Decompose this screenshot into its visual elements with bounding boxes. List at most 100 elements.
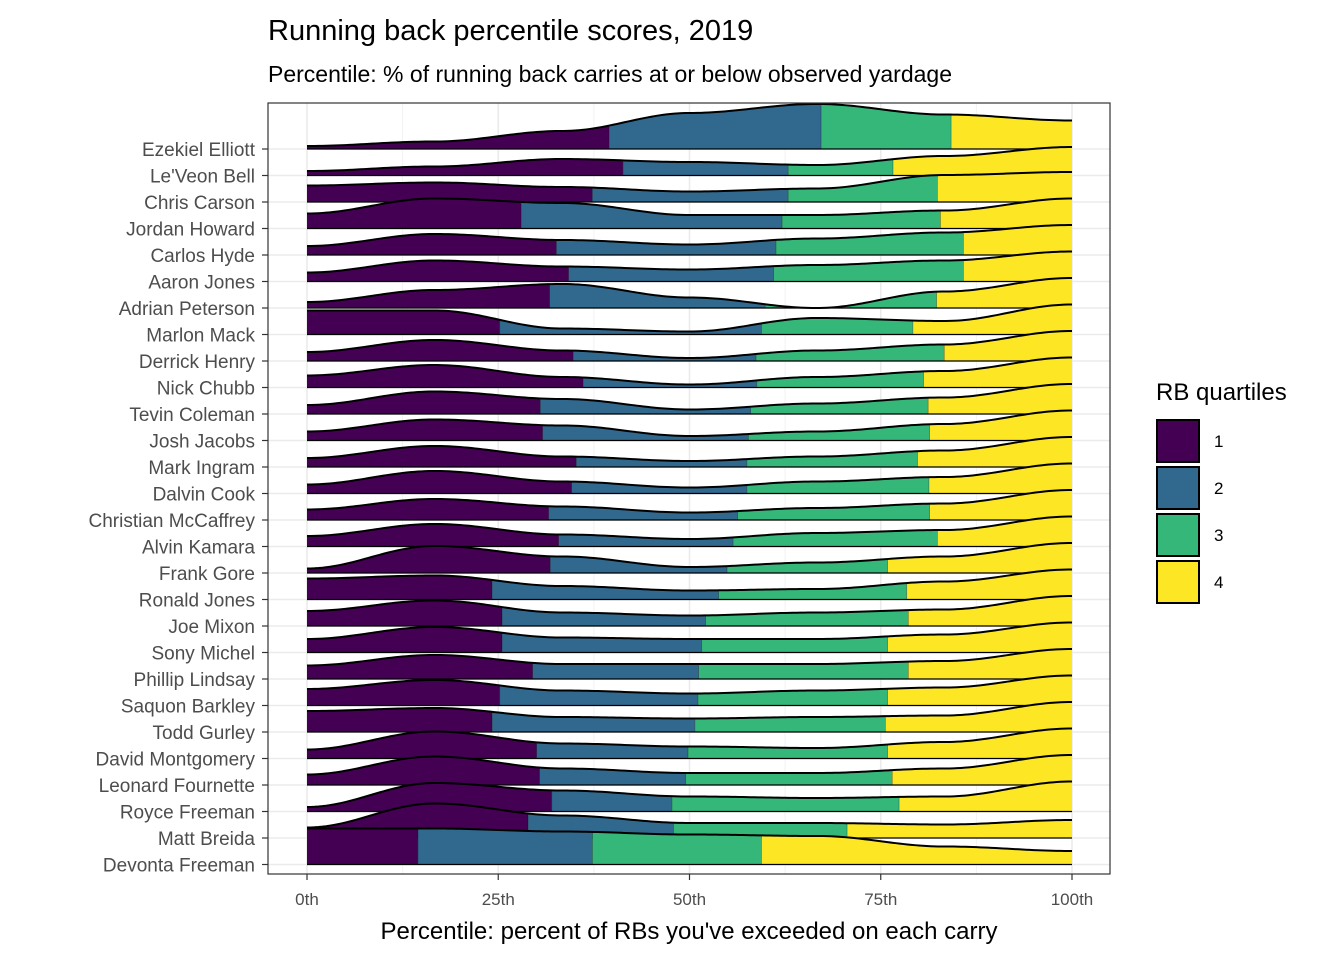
y-tick-label: Todd Gurley bbox=[153, 723, 256, 744]
quartile-3-segment bbox=[592, 831, 762, 865]
quartile-4-segment bbox=[899, 781, 1072, 812]
quartile-1-segment bbox=[307, 731, 537, 759]
quartile-1-segment bbox=[307, 546, 551, 573]
y-tick-label: Christian McCaffrey bbox=[89, 511, 256, 532]
ridge-outline bbox=[306, 436, 1073, 463]
ridge-outline bbox=[306, 224, 1073, 247]
y-tick-label: Derrick Henry bbox=[139, 352, 256, 373]
ridge bbox=[306, 146, 1073, 177]
y-tick-label: Josh Jacobs bbox=[149, 432, 255, 453]
quartile-2-segment bbox=[502, 607, 706, 626]
quartile-1-segment bbox=[307, 234, 557, 255]
ridge bbox=[306, 462, 1073, 495]
ridge-outline bbox=[306, 542, 1073, 570]
y-tick-label: Ezekiel Elliott bbox=[142, 140, 256, 161]
ridge bbox=[306, 701, 1073, 733]
ridge bbox=[306, 515, 1073, 548]
quartile-1-segment bbox=[307, 828, 418, 865]
quartile-1-segment bbox=[307, 159, 623, 176]
y-tick-label: Tevin Coleman bbox=[129, 405, 255, 426]
quartile-3-segment bbox=[737, 503, 930, 520]
quartile-4-segment bbox=[912, 304, 1072, 335]
ridge-outline bbox=[306, 701, 1073, 720]
y-tick-label: Leonard Fournette bbox=[99, 776, 255, 797]
legend-label: 2 bbox=[1214, 479, 1223, 498]
ridge bbox=[306, 727, 1073, 760]
y-tick-label: Alvin Kamara bbox=[142, 538, 255, 559]
quartile-1-segment bbox=[307, 391, 541, 414]
quartile-1-segment bbox=[307, 783, 552, 812]
ridge-outline bbox=[306, 568, 1073, 592]
ridge bbox=[306, 250, 1073, 283]
legend-swatch bbox=[1156, 419, 1200, 463]
y-tick-label: Frank Gore bbox=[159, 564, 255, 585]
legend-swatch bbox=[1156, 466, 1200, 510]
ridge-outline bbox=[307, 827, 1073, 852]
quartile-2-segment bbox=[568, 266, 774, 282]
y-tick-label: Matt Breida bbox=[158, 829, 256, 850]
quartile-1-segment bbox=[307, 680, 500, 706]
y-tick-label: Phillip Lindsay bbox=[134, 670, 256, 691]
quartile-1-segment bbox=[307, 756, 540, 785]
quartile-3-segment bbox=[765, 291, 937, 308]
quartile-4-segment bbox=[887, 675, 1072, 706]
ridge-outline bbox=[306, 674, 1073, 695]
x-tick-label: 0th bbox=[295, 890, 319, 909]
legend-label: 4 bbox=[1214, 573, 1223, 592]
ridge bbox=[306, 648, 1073, 680]
legend-title: RB quartiles bbox=[1156, 379, 1287, 406]
quartile-4-segment bbox=[885, 702, 1072, 732]
ridge bbox=[306, 674, 1073, 707]
quartile-1-segment bbox=[307, 627, 503, 653]
quartile-2-segment bbox=[548, 506, 738, 520]
ridge bbox=[306, 224, 1073, 256]
x-axis: 0th 25th 50th 75th 100th bbox=[295, 874, 1093, 909]
quartile-2-segment bbox=[558, 534, 734, 547]
ridge-outline bbox=[307, 303, 1073, 333]
ridge bbox=[306, 409, 1073, 442]
quartile-3-segment bbox=[788, 159, 893, 176]
ridge-outline bbox=[306, 197, 1073, 216]
quartile-2-segment bbox=[492, 579, 719, 600]
y-axis: Ezekiel Elliott Le'Veon Bell Chris Carson J… bbox=[89, 140, 268, 877]
ridge bbox=[306, 595, 1073, 627]
ridges bbox=[306, 102, 1073, 866]
y-tick-label: Nick Chubb bbox=[157, 379, 255, 400]
quartile-3-segment bbox=[671, 796, 900, 812]
ridge-outline bbox=[306, 277, 1073, 310]
quartile-4-segment bbox=[963, 225, 1072, 255]
ridge-outline bbox=[306, 462, 1073, 489]
ridge bbox=[306, 102, 1073, 150]
ridge-outline bbox=[306, 356, 1073, 386]
quartile-4-segment bbox=[917, 437, 1072, 467]
quartile-2-segment bbox=[550, 556, 727, 573]
quartile-4-segment bbox=[887, 622, 1072, 653]
ridge-outline bbox=[306, 648, 1073, 667]
ridge-outline bbox=[306, 621, 1073, 640]
chart-title: Running back percentile scores, 2019 bbox=[268, 15, 753, 47]
ridge bbox=[306, 356, 1073, 389]
quartile-4-segment bbox=[906, 569, 1072, 600]
ridge-outline bbox=[306, 802, 1073, 829]
y-tick-label: Aaron Jones bbox=[148, 273, 255, 294]
ridge-outline bbox=[306, 102, 1073, 147]
y-tick-label: Jordan Howard bbox=[126, 220, 255, 241]
quartile-4-segment bbox=[923, 357, 1072, 388]
x-tick-label: 25th bbox=[482, 890, 515, 909]
y-tick-label: Dalvin Cook bbox=[153, 485, 256, 506]
quartile-3-segment bbox=[746, 477, 929, 494]
y-tick-label: Saquon Barkley bbox=[121, 697, 256, 718]
quartile-4-segment bbox=[944, 331, 1072, 361]
ridge bbox=[306, 197, 1073, 230]
x-axis-label: Percentile: percent of RBs you've exceed… bbox=[381, 918, 998, 945]
quartile-2-segment bbox=[609, 104, 822, 149]
x-tick-label: 75th bbox=[864, 890, 897, 909]
ridge bbox=[306, 489, 1073, 521]
x-tick-label: 50th bbox=[673, 890, 706, 909]
quartile-2-segment bbox=[532, 662, 699, 679]
quartile-3-segment bbox=[698, 661, 909, 679]
quartile-1-segment bbox=[307, 260, 569, 282]
ridge-outline bbox=[306, 171, 1073, 193]
quartile-2-segment bbox=[551, 790, 672, 812]
ridge-outline bbox=[306, 250, 1073, 274]
